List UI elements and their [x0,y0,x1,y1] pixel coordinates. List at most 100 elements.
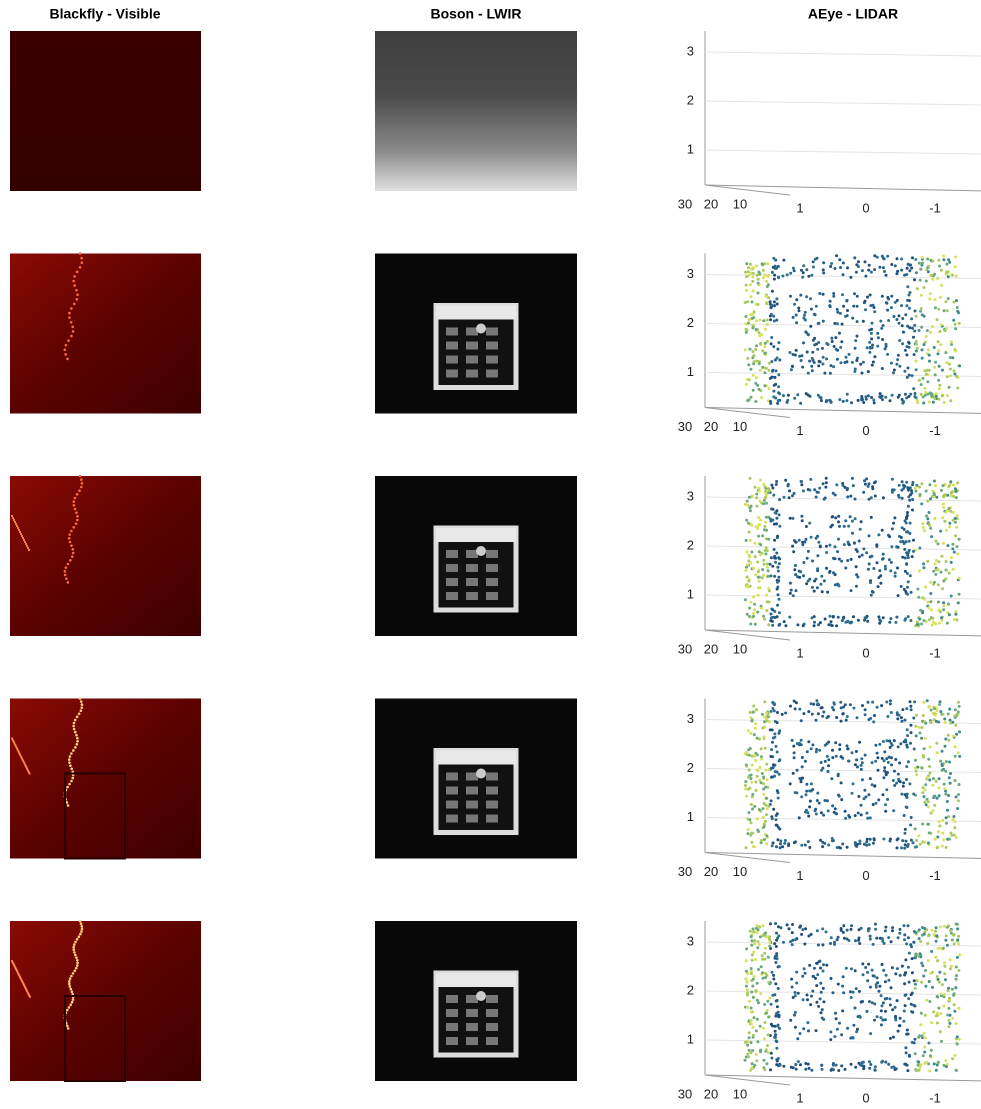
lidar-point [905,345,909,349]
lidar-point [760,971,764,975]
lidar-point [749,271,753,275]
lidar-point [906,760,910,764]
lidar-point [803,318,807,322]
lidar-point [875,544,879,548]
lidar-point [763,1021,767,1025]
lidar-point [944,300,948,304]
lidar-point [869,331,873,335]
lidar-point [904,1062,908,1066]
target-bar [486,327,498,336]
lidar-point [835,716,839,719]
lidar-point [947,484,951,488]
lidar-point [862,797,866,801]
lidar-point [953,487,957,491]
lidar-point [958,754,962,758]
lidar-point [831,756,835,760]
lidar-point [756,817,759,821]
lidar-point [776,1024,780,1028]
lidar-point [875,1015,879,1019]
lidar-point [934,929,937,933]
lidar-point [956,807,960,810]
lidar-point [957,783,961,786]
light-dot [13,742,16,745]
lidar-point [908,498,912,502]
light-dot [67,537,71,540]
lidar-point [772,548,776,551]
lidar-point [920,482,924,486]
lidar-point [875,255,879,259]
lidar-point [790,738,794,742]
lidar-point [894,1018,898,1022]
lidar-point [747,495,751,499]
lidar-point [750,795,754,799]
lidar-point [815,747,819,751]
lidar-point [801,275,805,279]
depth-tick-label: 10 [733,1086,747,1101]
lidar-point [807,1029,810,1033]
lidar-point [803,942,807,946]
lidar-point [776,565,780,569]
lidar-point [917,725,921,729]
lidar-point [949,273,953,277]
lidar-point [899,536,903,539]
lidar-point [842,615,846,619]
lidar-point [828,569,832,573]
lidar-point [957,1006,961,1010]
lidar-point [948,781,952,785]
lidar-point [896,1029,900,1033]
light-dot [80,485,83,489]
lidar-point [822,813,826,817]
lidar-point [943,493,947,497]
lidar-point [885,700,889,704]
lidar-point [811,585,814,589]
lidar-point [948,525,952,529]
lidar-point [745,794,749,798]
lidar-point [816,943,820,947]
lidar-point [776,791,780,795]
lidar-point [801,974,805,978]
lidar-point [743,1058,747,1062]
lidar-point [846,540,850,544]
lidar-point [877,615,881,619]
lidar-point [931,616,935,620]
lidar-point [901,483,905,487]
lidar-point [918,617,922,621]
lidar-point [775,522,778,526]
lidar-point [820,1016,824,1020]
lidar-point [913,309,917,313]
lidar-point [843,485,847,489]
light-dot [67,339,70,342]
lidar-point [744,784,747,787]
target-top [436,528,516,542]
lidar-point [785,400,789,404]
lidar-point [753,555,757,559]
lidar-point [935,751,939,755]
lidar-point [784,478,788,482]
lidar-point [893,300,897,304]
lidar-point [854,1065,858,1069]
lidar-point [795,321,799,325]
lidar-point [746,991,749,995]
lidar-point [937,820,941,824]
lidar-point [857,555,861,559]
light-dot [77,712,81,716]
lidar-point [955,1035,959,1039]
light-dot [13,520,17,524]
lidar-point [747,1055,751,1059]
lateral-tick-label: 0 [862,200,869,215]
lidar-point [920,356,924,360]
lidar-point [831,804,835,808]
lidar-point [777,562,781,566]
lidar-point [889,711,893,714]
lidar-point [932,569,936,573]
lidar-point [939,759,943,763]
lidar-point [920,766,924,770]
lidar-point [873,714,876,717]
lidar-point [939,323,943,327]
lidar-point [756,940,760,944]
lidar-point [776,838,780,842]
lidar-point [805,582,809,586]
axis-line [704,184,981,192]
lidar-point [925,1060,929,1064]
lidar-point [923,736,927,740]
